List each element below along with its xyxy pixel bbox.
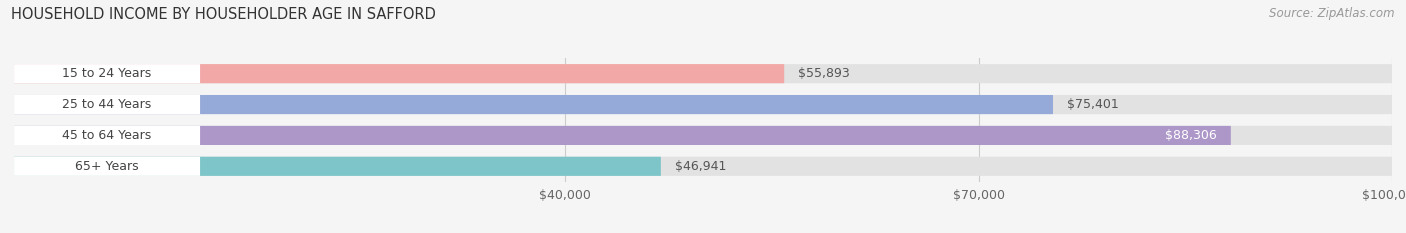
FancyBboxPatch shape bbox=[14, 126, 1230, 145]
FancyBboxPatch shape bbox=[14, 157, 1392, 176]
Text: 25 to 44 Years: 25 to 44 Years bbox=[62, 98, 152, 111]
Text: 65+ Years: 65+ Years bbox=[76, 160, 139, 173]
FancyBboxPatch shape bbox=[14, 126, 1392, 145]
Text: $55,893: $55,893 bbox=[799, 67, 849, 80]
FancyBboxPatch shape bbox=[14, 157, 661, 176]
Text: 15 to 24 Years: 15 to 24 Years bbox=[62, 67, 152, 80]
FancyBboxPatch shape bbox=[14, 95, 1392, 114]
FancyBboxPatch shape bbox=[14, 64, 785, 83]
FancyBboxPatch shape bbox=[14, 95, 1053, 114]
Text: 45 to 64 Years: 45 to 64 Years bbox=[62, 129, 152, 142]
FancyBboxPatch shape bbox=[14, 64, 1392, 83]
Text: $75,401: $75,401 bbox=[1067, 98, 1119, 111]
Text: $88,306: $88,306 bbox=[1166, 129, 1218, 142]
FancyBboxPatch shape bbox=[14, 157, 200, 176]
Text: HOUSEHOLD INCOME BY HOUSEHOLDER AGE IN SAFFORD: HOUSEHOLD INCOME BY HOUSEHOLDER AGE IN S… bbox=[11, 7, 436, 22]
FancyBboxPatch shape bbox=[14, 64, 200, 83]
Text: $46,941: $46,941 bbox=[675, 160, 725, 173]
FancyBboxPatch shape bbox=[14, 126, 200, 145]
FancyBboxPatch shape bbox=[14, 95, 200, 114]
Text: Source: ZipAtlas.com: Source: ZipAtlas.com bbox=[1270, 7, 1395, 20]
